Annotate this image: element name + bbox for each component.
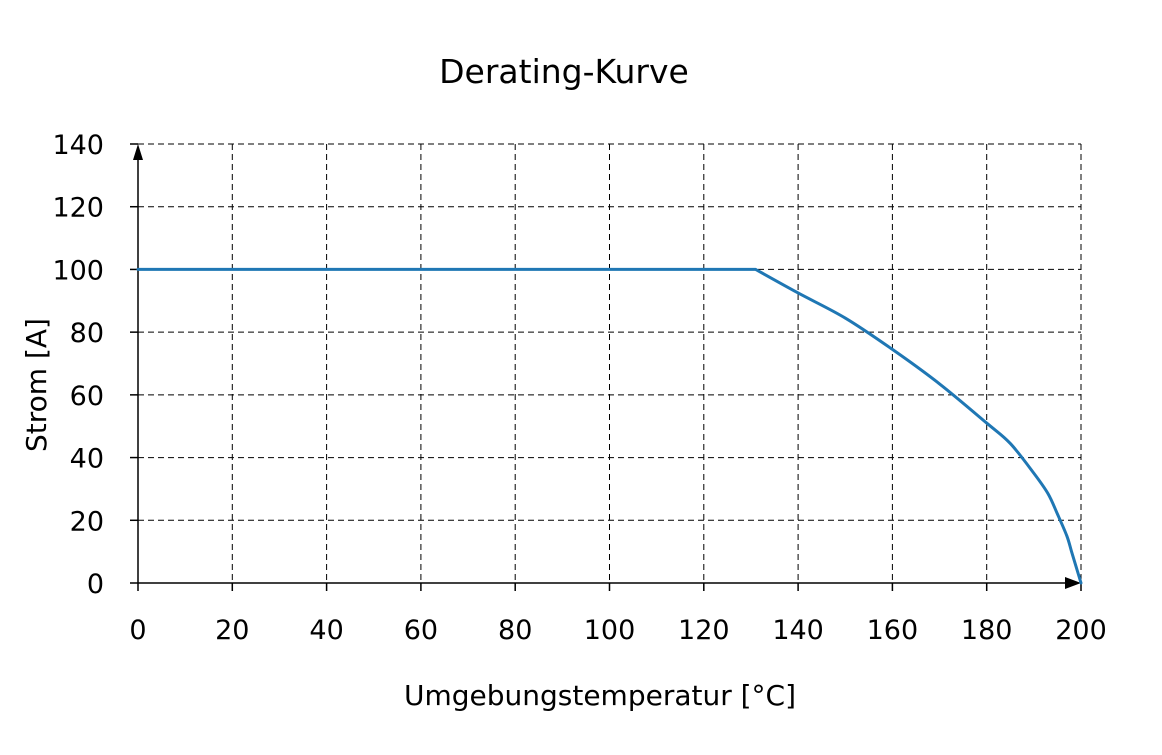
series-layer xyxy=(136,267,1083,585)
y-tick-label-1: 20 xyxy=(70,506,104,537)
y-tick-label-4: 80 xyxy=(70,318,104,349)
y-tick-label-3: 60 xyxy=(70,381,104,412)
x-tick-label-2: 40 xyxy=(309,615,343,646)
x-tick-label-3: 60 xyxy=(404,615,438,646)
y-axis-arrow-icon xyxy=(133,144,143,160)
x-tick-label-4: 80 xyxy=(498,615,532,646)
series-line-0 xyxy=(136,267,1083,585)
x-tick-label-1: 20 xyxy=(215,615,249,646)
x-tick-label-0: 0 xyxy=(129,615,146,646)
y-axis-label: Strom [A] xyxy=(20,318,53,452)
x-tick-label-9: 180 xyxy=(961,615,1013,646)
y-tick-label-6: 120 xyxy=(52,193,104,224)
y-tick-label-5: 100 xyxy=(52,255,104,286)
x-tick-label-7: 140 xyxy=(772,615,824,646)
x-tick-label-8: 160 xyxy=(867,615,919,646)
x-tick-label-10: 200 xyxy=(1055,615,1107,646)
axes xyxy=(130,143,1082,591)
grid xyxy=(138,143,1082,583)
x-axis-label: Umgebungstemperatur [°C] xyxy=(404,679,796,712)
y-tick-label-2: 40 xyxy=(70,444,104,475)
x-tick-label-5: 100 xyxy=(584,615,636,646)
tick-labels: 0 20 40 60 80 100 120 140 160 180 200 0 20 40 60 80 100 1… xyxy=(52,130,1106,646)
x-axis-arrow-icon xyxy=(1065,577,1081,589)
y-tick-label-7: 140 xyxy=(52,130,104,161)
x-tick-label-6: 120 xyxy=(678,615,730,646)
chart-title: Derating-Kurve xyxy=(439,52,689,91)
y-tick-label-0: 0 xyxy=(87,569,104,600)
